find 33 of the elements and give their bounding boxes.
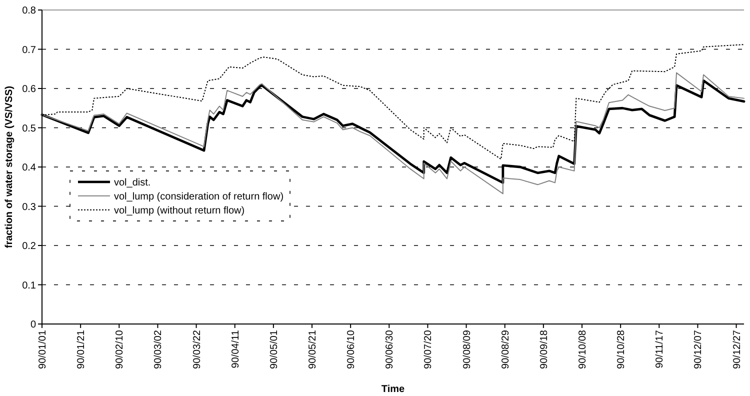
y-tick-label: 0.6 <box>22 84 36 95</box>
y-tick-label: 0.3 <box>22 202 36 213</box>
legend-label: vol_dist. <box>114 177 151 188</box>
x-tick-label: 90/11/17 <box>654 330 666 368</box>
y-axis-title: fraction of water storage (VS/VSS) <box>4 86 15 248</box>
y-tick-label: 0 <box>30 320 36 330</box>
y-tick-label: 0.1 <box>22 280 36 292</box>
x-tick-label: 90/10/08 <box>578 330 588 369</box>
y-tick-label: 0.5 <box>22 123 36 134</box>
legend-label: vol_lump (without return flow) <box>114 205 245 216</box>
y-tick-label: 0.2 <box>22 241 36 252</box>
y-tick-label: 0.4 <box>22 162 36 174</box>
x-axis-title: Time <box>381 384 406 395</box>
x-tick-label: 90/12/07 <box>693 330 704 369</box>
x-tick-label: 90/12/27 <box>732 330 743 369</box>
x-tick-label: 90/10/28 <box>616 330 628 369</box>
x-tick-label: 90/03/02 <box>153 330 164 369</box>
x-tick-label: 90/09/18 <box>538 330 550 369</box>
x-tick-label: 90/07/20 <box>423 330 434 369</box>
x-tick-label: 90/01/21 <box>76 330 88 369</box>
x-tick-label: 90/03/22 <box>192 330 203 369</box>
legend-label: vol_lump (consideration of return flow) <box>114 191 284 202</box>
x-tick-label: 90/04/11 <box>230 330 242 368</box>
x-tick-label: 90/06/30 <box>384 330 396 369</box>
x-tick-label: 90/08/09 <box>462 330 473 369</box>
x-tick-label: 90/01/01 <box>38 330 48 369</box>
x-tick-label: 90/05/21 <box>308 330 318 369</box>
x-tick-label: 90/06/10 <box>346 330 358 369</box>
y-tick-label: 0.7 <box>22 44 36 56</box>
x-tick-label: 90/05/01 <box>268 330 280 369</box>
y-tick-label: 0.8 <box>22 6 36 16</box>
x-tick-label: 90/08/29 <box>500 330 512 369</box>
x-tick-label: 90/02/10 <box>114 330 126 369</box>
